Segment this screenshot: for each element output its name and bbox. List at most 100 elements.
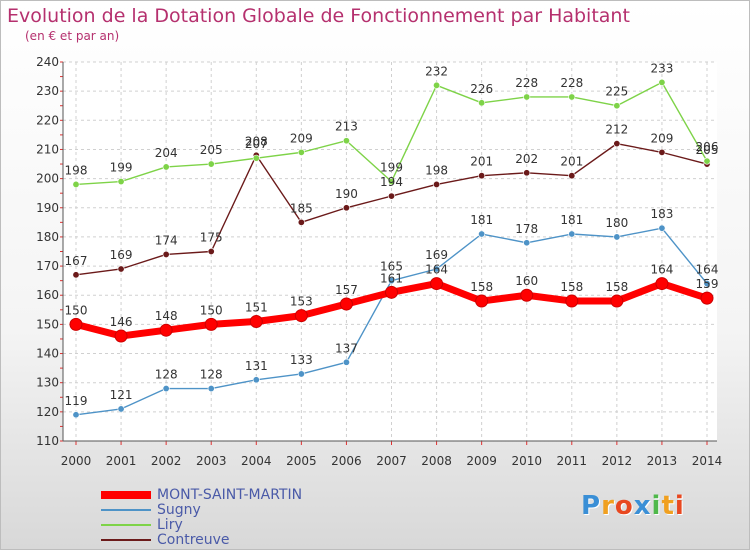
x-tick-label: 2007 (376, 454, 407, 468)
legend-label: Contreuve (157, 531, 230, 548)
data-point (252, 154, 260, 162)
data-point (387, 192, 395, 200)
data-point (658, 78, 666, 86)
data-label: 205 (200, 143, 223, 157)
data-point (568, 93, 576, 101)
data-label: 199 (380, 161, 403, 175)
data-point (478, 230, 486, 238)
legend-item-liry: Liry (101, 517, 302, 533)
y-tick-label: 120 (36, 405, 59, 419)
data-label: 167 (65, 254, 88, 268)
data-label: 209 (290, 131, 313, 145)
data-label: 153 (290, 295, 313, 309)
data-label: 205 (696, 143, 719, 157)
y-tick-label: 130 (36, 376, 59, 390)
data-point (655, 277, 669, 291)
x-tick-label: 2011 (557, 454, 588, 468)
x-tick-label: 2003 (196, 454, 227, 468)
data-label: 198 (425, 163, 448, 177)
data-point (249, 314, 263, 328)
data-label: 169 (425, 248, 448, 262)
data-point (387, 178, 395, 186)
data-point (69, 317, 83, 331)
data-point (568, 230, 576, 238)
data-label: 185 (290, 201, 313, 215)
data-label: 150 (65, 303, 88, 317)
y-tick-label: 170 (36, 259, 59, 273)
data-point (294, 309, 308, 323)
data-point (613, 140, 621, 148)
data-point (385, 285, 398, 299)
data-point (207, 385, 215, 393)
data-point (523, 169, 531, 177)
x-tick-label: 2008 (421, 454, 452, 468)
data-point (204, 317, 218, 331)
data-point (117, 405, 125, 413)
data-point (342, 137, 350, 145)
data-point (162, 250, 170, 258)
y-tick-label: 140 (36, 347, 59, 361)
logo-letter: r (601, 491, 615, 521)
data-point (433, 265, 441, 273)
legend-item-contreuve: Contreuve (101, 531, 302, 548)
data-label: 158 (605, 280, 628, 294)
data-point (342, 358, 350, 366)
data-label: 119 (65, 394, 88, 408)
chart-subtitle: (en € et par an) (25, 29, 120, 43)
data-point (658, 148, 666, 156)
data-point (610, 294, 624, 308)
y-tick-label: 190 (36, 201, 59, 215)
data-label: 180 (605, 216, 628, 230)
y-tick-label: 210 (36, 142, 59, 156)
data-label: 198 (65, 163, 88, 177)
data-point (114, 329, 128, 343)
data-label: 131 (245, 359, 268, 373)
data-point (162, 163, 170, 171)
legend-swatch (101, 538, 151, 541)
data-label: 190 (335, 187, 358, 201)
data-label: 207 (245, 137, 268, 151)
logo-letter: i (651, 491, 662, 521)
x-tick-label: 2004 (241, 454, 272, 468)
data-label: 159 (696, 277, 719, 291)
chart-legend: MONT-SAINT-MARTIN Sugny Liry Contreuve (101, 487, 302, 548)
data-label: 201 (470, 155, 493, 169)
logo-letter: P (581, 491, 602, 521)
data-label: 146 (110, 315, 133, 329)
data-label: 199 (110, 161, 133, 175)
data-point (613, 102, 621, 110)
x-tick-label: 2014 (692, 454, 723, 468)
data-label: 160 (515, 274, 538, 288)
data-point (339, 297, 353, 311)
x-tick-label: 2006 (331, 454, 362, 468)
x-tick-label: 2000 (61, 454, 92, 468)
plot-area (63, 62, 717, 441)
x-tick-label: 2005 (286, 454, 317, 468)
data-point (433, 81, 441, 89)
data-label: 158 (470, 280, 493, 294)
data-point (252, 376, 260, 384)
data-point (297, 148, 305, 156)
data-label: 165 (380, 260, 403, 274)
x-tick-label: 2002 (151, 454, 182, 468)
data-point (565, 294, 579, 308)
data-label: 158 (560, 280, 583, 294)
data-label: 204 (155, 146, 178, 160)
data-point (117, 265, 125, 273)
data-label: 164 (425, 263, 448, 277)
data-point (478, 172, 486, 180)
data-point (72, 271, 80, 279)
chart-title: Evolution de la Dotation Globale de Fonc… (7, 5, 630, 27)
data-point (117, 178, 125, 186)
data-point (703, 280, 711, 288)
data-point (387, 277, 395, 285)
data-point (72, 411, 80, 419)
data-point (342, 204, 350, 212)
data-point (207, 160, 215, 168)
data-label: 208 (245, 134, 268, 148)
data-point (72, 180, 80, 188)
y-tick-label: 180 (36, 230, 59, 244)
data-point (523, 93, 531, 101)
data-point (475, 294, 489, 308)
